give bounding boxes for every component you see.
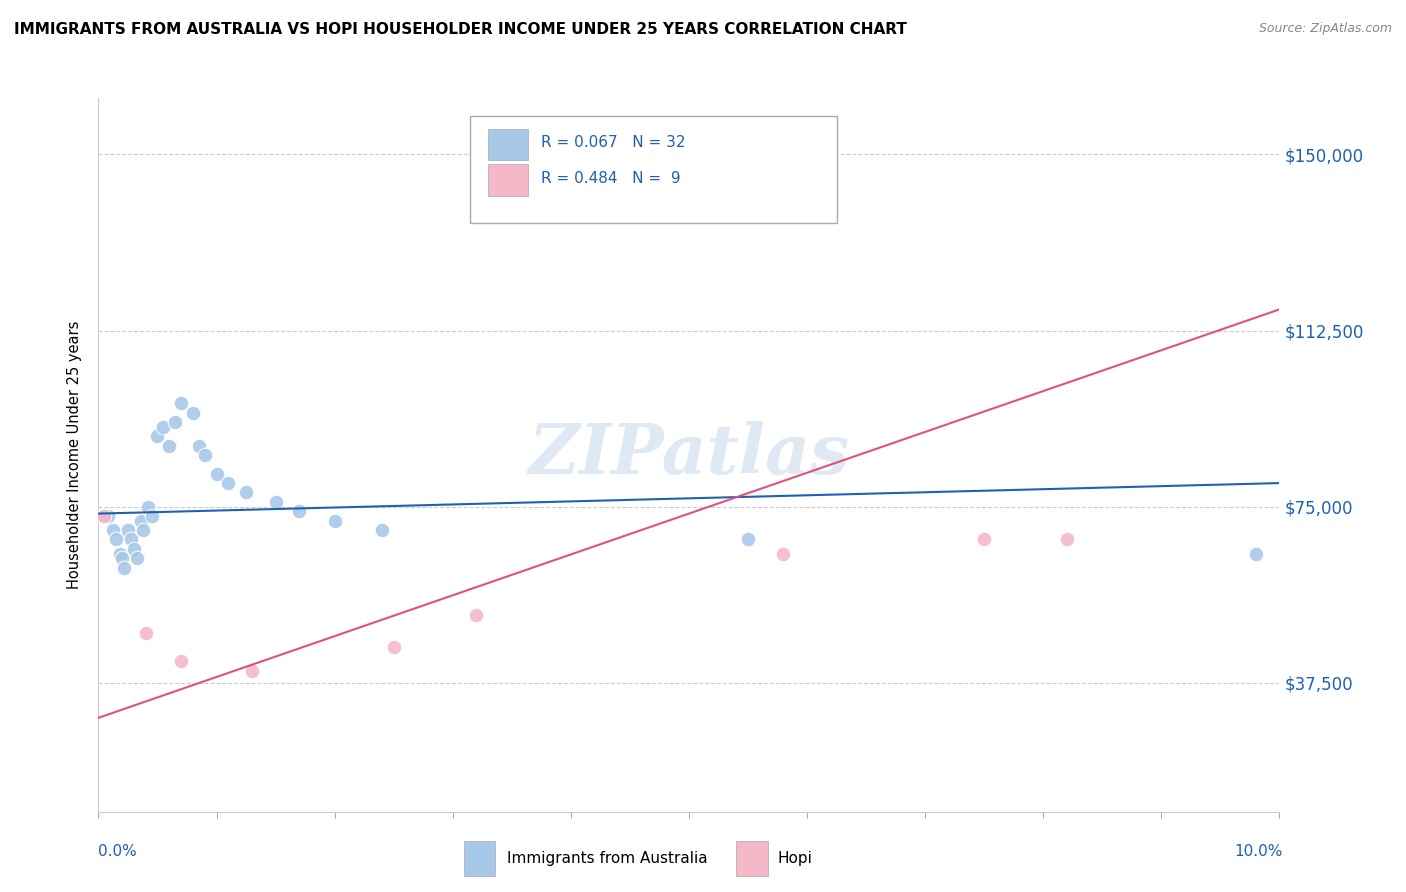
Point xyxy=(146,429,169,443)
Point xyxy=(737,533,759,547)
Point xyxy=(1244,547,1267,561)
Text: Source: ZipAtlas.com: Source: ZipAtlas.com xyxy=(1258,22,1392,36)
Point xyxy=(93,508,115,523)
Point xyxy=(235,485,257,500)
Point xyxy=(772,547,794,561)
Bar xyxy=(464,841,495,876)
Point xyxy=(181,406,204,420)
Point xyxy=(127,551,149,566)
Text: Hopi: Hopi xyxy=(778,851,813,866)
Point xyxy=(217,476,239,491)
Point xyxy=(205,467,228,481)
Text: R = 0.484   N =  9: R = 0.484 N = 9 xyxy=(541,170,681,186)
Point xyxy=(101,523,124,537)
Point xyxy=(465,607,488,622)
Point xyxy=(973,533,995,547)
Point xyxy=(264,495,287,509)
Point xyxy=(170,396,193,410)
Point xyxy=(382,640,405,655)
Point xyxy=(323,514,346,528)
Point xyxy=(108,547,131,561)
Point xyxy=(121,533,143,547)
FancyBboxPatch shape xyxy=(488,164,529,196)
Point xyxy=(152,419,174,434)
Point xyxy=(194,448,217,462)
Text: Immigrants from Australia: Immigrants from Australia xyxy=(508,851,707,866)
Point xyxy=(165,415,187,429)
Point xyxy=(141,508,163,523)
Text: 0.0%: 0.0% xyxy=(98,845,138,859)
Text: IMMIGRANTS FROM AUSTRALIA VS HOPI HOUSEHOLDER INCOME UNDER 25 YEARS CORRELATION : IMMIGRANTS FROM AUSTRALIA VS HOPI HOUSEH… xyxy=(14,22,907,37)
Y-axis label: Householder Income Under 25 years: Householder Income Under 25 years xyxy=(67,321,83,589)
Point xyxy=(240,664,263,678)
Point xyxy=(187,438,209,452)
Point xyxy=(157,438,180,452)
Point xyxy=(105,533,128,547)
Point xyxy=(97,508,120,523)
Point xyxy=(122,541,145,556)
Text: R = 0.067   N = 32: R = 0.067 N = 32 xyxy=(541,135,686,150)
Text: ZIPatlas: ZIPatlas xyxy=(529,421,849,489)
FancyBboxPatch shape xyxy=(471,116,837,223)
Point xyxy=(136,500,159,514)
Point xyxy=(117,523,139,537)
FancyBboxPatch shape xyxy=(488,128,529,161)
Point xyxy=(129,514,152,528)
Text: 10.0%: 10.0% xyxy=(1234,845,1282,859)
Point xyxy=(93,508,115,523)
Bar xyxy=(737,841,768,876)
Point xyxy=(1056,533,1078,547)
Point xyxy=(288,504,311,518)
Point xyxy=(111,551,134,566)
Point xyxy=(135,626,157,640)
Point xyxy=(371,523,394,537)
Point xyxy=(170,655,193,669)
Point xyxy=(132,523,155,537)
Point xyxy=(112,560,135,574)
